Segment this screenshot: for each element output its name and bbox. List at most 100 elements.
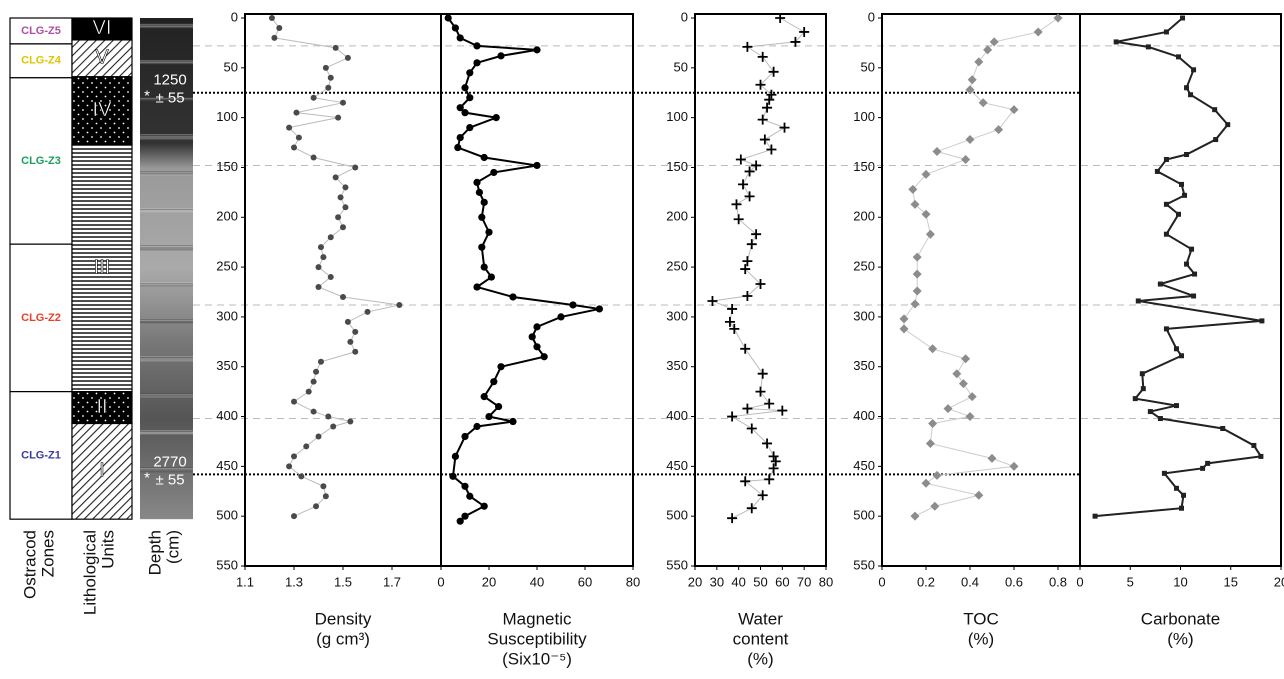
y-tick-label: 200 <box>853 209 875 224</box>
data-point <box>790 36 801 47</box>
data-point <box>1113 39 1119 45</box>
core-streak <box>140 136 193 140</box>
data-point <box>305 388 312 395</box>
data-point <box>755 386 766 397</box>
panel-frame <box>694 13 827 567</box>
data-point <box>325 84 332 91</box>
data-point <box>317 244 324 251</box>
data-point <box>461 512 469 520</box>
y-tick-label: 250 <box>666 259 688 274</box>
data-point <box>1147 409 1153 415</box>
y-tick-label: 300 <box>216 308 238 323</box>
data-point <box>337 194 344 201</box>
x-tick-label: 80 <box>626 574 640 589</box>
data-point <box>475 188 483 196</box>
data-point <box>768 66 779 77</box>
data-point <box>777 405 788 416</box>
core-streak <box>140 60 193 63</box>
data-point <box>899 314 909 324</box>
core-streak <box>140 209 193 211</box>
core-streak <box>140 394 193 398</box>
data-point <box>1220 426 1226 432</box>
unit-label: VI <box>93 17 112 39</box>
y-tick-label: 500 <box>666 508 688 523</box>
data-point <box>1191 293 1197 299</box>
data-point <box>466 94 474 102</box>
data-point <box>952 369 962 379</box>
data-point <box>925 229 935 239</box>
y-tick-label: 550 <box>853 557 875 572</box>
data-point <box>320 254 327 261</box>
core-streak <box>140 134 193 136</box>
core-streak <box>140 430 193 434</box>
data-point <box>340 293 346 300</box>
unit-box <box>71 76 133 146</box>
data-point <box>268 15 275 21</box>
core-streak <box>140 469 193 473</box>
data-point <box>473 59 481 67</box>
data-point <box>1179 505 1185 511</box>
core-streak <box>140 247 193 251</box>
data-point <box>461 482 469 490</box>
data-point <box>932 470 942 480</box>
data-point <box>451 24 459 32</box>
data-point <box>317 358 324 365</box>
data-point <box>961 154 971 164</box>
data-point <box>910 511 920 521</box>
y-tick-label: 350 <box>853 358 875 373</box>
x-axis-label: TOC <box>963 609 999 628</box>
x-tick-label: 15 <box>1224 574 1238 589</box>
x-axis-label: Density <box>315 609 372 628</box>
data-point <box>298 473 305 480</box>
data-point <box>1181 492 1187 498</box>
data-point <box>965 85 975 95</box>
y-tick-label: 500 <box>216 508 238 523</box>
data-point <box>310 378 317 385</box>
x-tick-label: 50 <box>753 574 767 589</box>
core-streak <box>140 208 193 212</box>
column-header: Depth <box>145 530 164 575</box>
data-point <box>908 184 918 194</box>
y-tick-label: 0 <box>868 9 875 24</box>
data-point <box>755 279 766 290</box>
data-point <box>766 144 777 155</box>
data-point <box>454 143 462 152</box>
data-point <box>327 234 334 241</box>
data-point <box>466 124 474 132</box>
data-point <box>899 324 909 334</box>
data-point <box>332 174 339 181</box>
data-point <box>707 295 718 306</box>
x-axis-label: (g cm³) <box>316 629 370 648</box>
y-tick-label: 350 <box>666 358 688 373</box>
data-point <box>746 503 757 514</box>
data-point <box>456 517 464 525</box>
y-tick-label: 350 <box>216 358 238 373</box>
unit-label: III <box>94 256 111 278</box>
x-tick-label: 40 <box>530 574 544 589</box>
data-point <box>925 438 935 448</box>
data-point <box>967 392 977 402</box>
data-point <box>509 293 517 301</box>
data-point <box>987 453 997 463</box>
data-point <box>313 368 320 375</box>
data-point <box>480 393 488 401</box>
date-marker: * <box>144 469 150 486</box>
data-point <box>738 179 749 190</box>
x-tick-label: 1.7 <box>383 574 401 589</box>
data-point <box>533 161 541 170</box>
data-point <box>466 69 474 77</box>
data-point <box>1258 453 1264 459</box>
core-streak <box>140 26 193 28</box>
core-streak <box>140 98 193 100</box>
data-point <box>910 299 920 309</box>
data-point <box>342 204 349 211</box>
data-point <box>1173 403 1179 409</box>
data-point <box>928 344 938 354</box>
data-point <box>1053 13 1063 23</box>
data-point <box>315 264 322 271</box>
data-line <box>271 17 400 517</box>
data-point <box>310 94 317 101</box>
data-point <box>322 64 329 71</box>
data-point <box>727 411 738 422</box>
data-point <box>327 74 334 81</box>
